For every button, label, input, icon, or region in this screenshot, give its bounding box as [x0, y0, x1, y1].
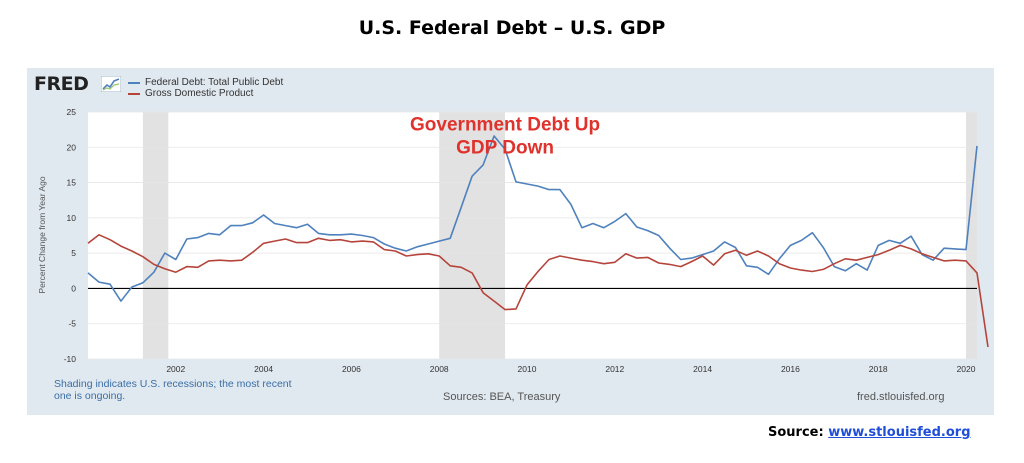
chart-legend: Federal Debt: Total Public Debt Gross Do… [128, 77, 283, 99]
fred-logo[interactable]: FRED [34, 73, 89, 95]
x-tick-label: 2012 [605, 364, 624, 374]
y-axis-label: Percent Change from Year Ago [37, 176, 47, 293]
recession-shading [142, 112, 977, 359]
y-tick-label: -10 [64, 354, 77, 364]
y-tick-label: -5 [68, 319, 76, 329]
legend-item-gdp[interactable]: Gross Domestic Product [128, 88, 283, 99]
plot-area [88, 112, 977, 359]
legend-item-federal-debt[interactable]: Federal Debt: Total Public Debt [128, 77, 283, 88]
y-axis-ticks: 25 20 15 10 5 0 -5 -10 [64, 107, 77, 364]
legend-swatch-federal-debt [128, 81, 140, 84]
legend-swatch-gdp [128, 92, 140, 95]
x-tick-label: 2008 [430, 364, 449, 374]
x-tick-label: 2014 [693, 364, 712, 374]
recession-band-0 [142, 112, 169, 359]
y-tick-label: 0 [71, 283, 76, 293]
legend-label-federal-debt: Federal Debt: Total Public Debt [145, 77, 284, 88]
recession-band-2 [966, 112, 977, 359]
y-tick-label: 25 [67, 107, 77, 117]
source-link[interactable]: www.stlouisfed.org [828, 425, 971, 440]
series-line-0 [87, 135, 978, 302]
fred-chart-icon [101, 76, 121, 92]
data-sources: Sources: BEA, Treasury [443, 391, 561, 403]
y-tick-label: 15 [67, 178, 77, 188]
x-tick-label: 2010 [518, 364, 537, 374]
slide-title: U.S. Federal Debt – U.S. GDP [358, 17, 666, 39]
x-tick-label: 2016 [781, 364, 800, 374]
gridlines [88, 111, 977, 360]
annotation-line-1: Government Debt Up [410, 115, 600, 136]
recession-shading-note: Shading indicates U.S. recessions; the m… [54, 378, 292, 402]
x-tick-label: 2018 [869, 364, 888, 374]
x-axis-ticks: 2002 2004 2006 2008 2010 2012 2014 2016 2018 2020 [166, 364, 975, 374]
fred-url[interactable]: fred.stlouisfed.org [857, 391, 945, 403]
x-tick-label: 2006 [342, 364, 361, 374]
source-label: Source: [768, 425, 824, 440]
recession-band-1 [439, 112, 506, 359]
y-tick-label: 20 [67, 142, 77, 152]
series-line-1 [87, 234, 989, 348]
y-tick-label: 5 [71, 248, 76, 258]
source-credit: Source: www.stlouisfed.org [768, 425, 971, 440]
legend-label-gdp: Gross Domestic Product [145, 88, 254, 99]
annotation-line-2: GDP Down [456, 138, 554, 159]
x-tick-label: 2020 [957, 364, 976, 374]
y-tick-label: 10 [67, 213, 77, 223]
series-lines [87, 135, 989, 348]
x-tick-label: 2002 [166, 364, 185, 374]
x-tick-label: 2004 [254, 364, 273, 374]
